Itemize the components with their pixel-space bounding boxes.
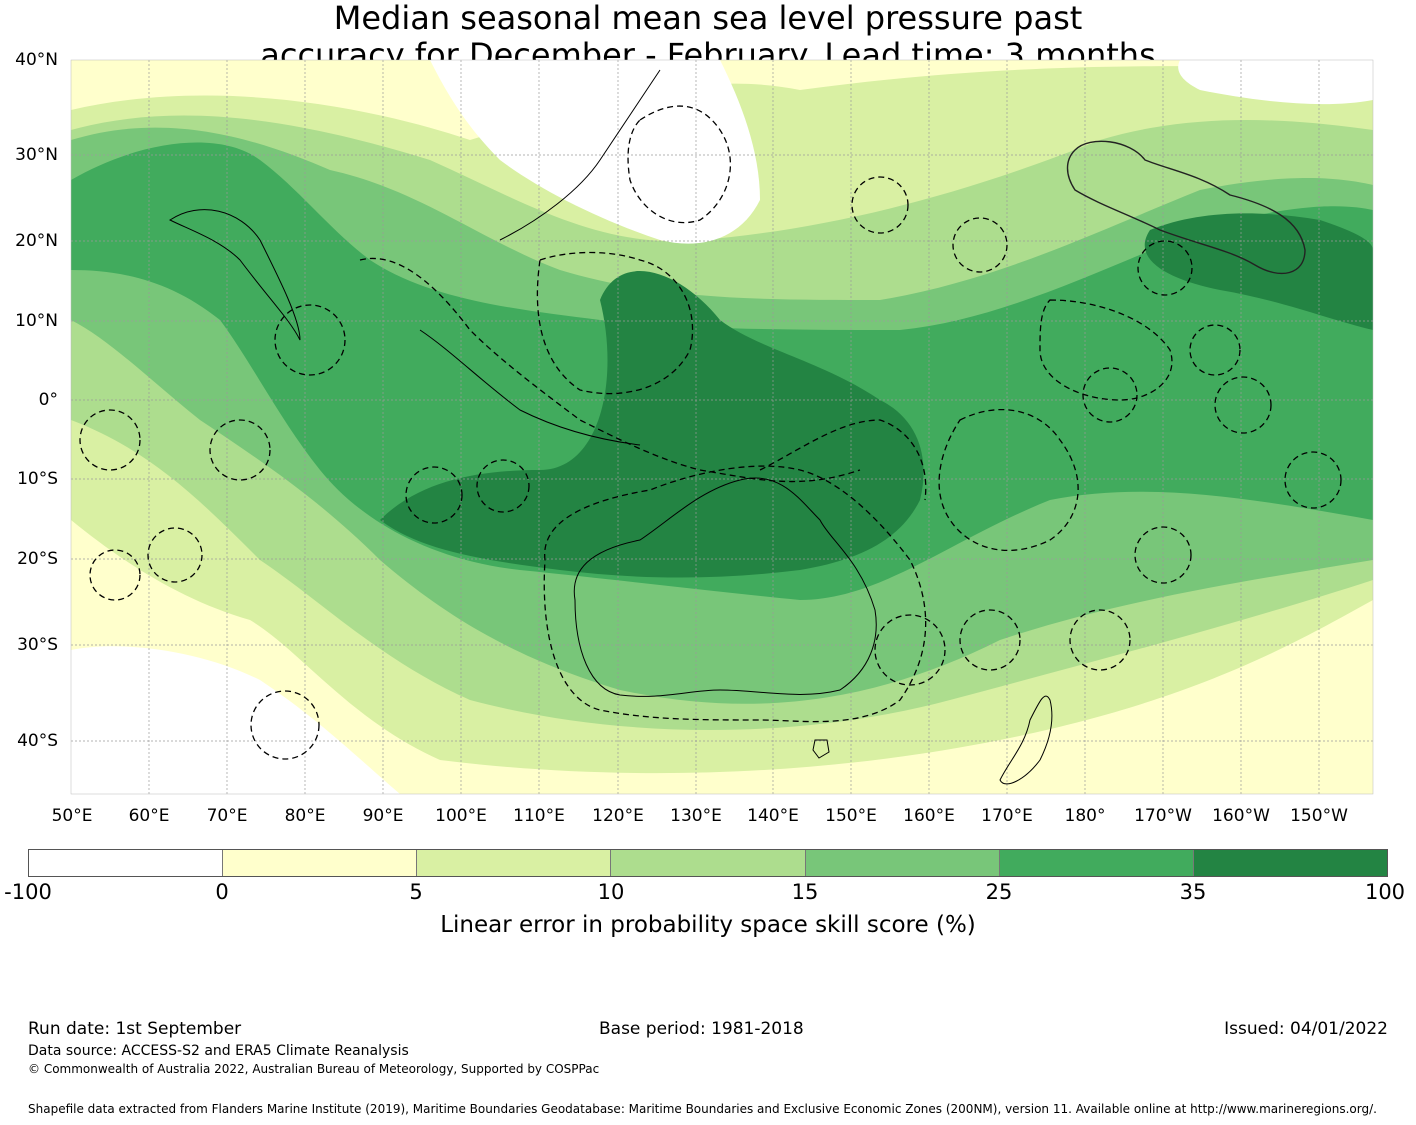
colorbar-segment-15-25 [805,850,1000,876]
lon-label-50e: 50°E [51,806,93,826]
lat-label-40s: 40°S [17,731,58,751]
lat-label-30n: 30°N [15,145,58,165]
eez-boundary-kiribati [1039,299,1173,401]
lon-label-160w: 160°W [1212,806,1270,826]
coastlines [169,69,1053,785]
shapefile-credit: Shapefile data extracted from Flanders M… [28,1102,1377,1116]
eez-boundary-south-china-sea [536,251,694,395]
eez-boundary [209,419,271,481]
colorbar-segment-5-10 [417,850,612,876]
colorbar-segment-neg100-0 [29,850,224,876]
lat-label-40n: 40°N [15,50,58,70]
issued-date: Issued: 04/01/2022 [1224,1019,1388,1039]
lon-label-80e: 80°E [284,806,326,826]
colorbar-segment-35-100 [1193,850,1387,876]
coastline-east-asia [499,69,661,241]
coastline-australia [573,477,877,697]
coastline-tasmania [812,739,830,759]
lon-label-70e: 70°E [206,806,248,826]
eez-boundary [79,409,141,471]
eez-boundary [1134,526,1192,584]
eez-boundary [274,304,346,376]
skill-band-negative-north-pacific [1178,60,1373,105]
eez-boundary-png [759,419,927,501]
coastline-india [169,209,301,341]
colorbar-tick: 0 [215,880,229,904]
eez-boundary-australia [543,465,927,723]
eez-boundary-hawaii [1066,140,1306,275]
map-title-line-1: Median seasonal mean sea level pressure … [333,0,1083,37]
coastline-maritime-se-asia [419,329,641,446]
lon-label-180: 180° [1064,806,1106,826]
eez-boundary [1137,240,1193,296]
colorbar-tick: -100 [4,880,52,904]
colorbar-tick: 10 [597,880,625,904]
colorbar-segment-0-5 [223,850,418,876]
skill-score-map [70,59,1374,795]
lon-label-150w: 150°W [1290,806,1348,826]
colorbar-tick: 5 [409,880,423,904]
colorbar-segment-25-35 [999,850,1194,876]
eez-boundary [1082,367,1138,423]
lon-label-110e: 110°E [513,806,565,826]
eez-boundary [1069,609,1131,671]
lon-label-170w: 170°W [1134,806,1192,826]
lat-label-30s: 30°S [17,635,58,655]
lon-label-140e: 140°E [747,806,799,826]
lat-label-20s: 20°S [17,549,58,569]
colorbar-segment-10-15 [611,850,806,876]
eez-boundary [476,459,530,513]
eez-boundary [89,549,141,601]
skill-band-negative-south-indian [71,646,400,794]
lon-label-100e: 100°E [435,806,487,826]
eez-boundary-indonesia [359,257,861,483]
eez-boundary [874,614,946,686]
colorbar-tick: 25 [985,880,1013,904]
skill-band-35-100-core [380,271,924,578]
eez-boundary [959,609,1021,671]
lat-label-equator: 0° [38,390,58,410]
eez-boundary-pacific-islands [938,408,1079,552]
eez-boundary [147,527,203,583]
eez-boundary [1284,451,1342,509]
run-date: Run date: 1st September [28,1019,242,1039]
eez-boundary [405,466,463,524]
lon-label-60e: 60°E [128,806,170,826]
colorbar [28,849,1388,877]
lon-label-160e: 160°E [903,806,955,826]
colorbar-tick: 15 [791,880,819,904]
colorbar-tick: 100 [1364,880,1406,904]
eez-boundary [250,690,320,760]
colorbar-label: Linear error in probability space skill … [440,912,976,938]
lon-label-150e: 150°E [825,806,877,826]
colorbar-tick: 35 [1179,880,1207,904]
eez-boundary [1189,324,1241,376]
lon-label-120e: 120°E [592,806,644,826]
data-source: Data source: ACCESS-S2 and ERA5 Climate … [28,1043,409,1059]
eez-boundary [952,217,1008,273]
eez-boundary [851,176,909,234]
lat-label-10s: 10°S [17,469,58,489]
lon-label-170e: 170°E [981,806,1033,826]
map-frame [70,59,1374,795]
eez-boundaries [79,105,1342,760]
copyright: © Commonwealth of Australia 2022, Austra… [28,1062,600,1076]
skill-band-35-100-pacific [1144,213,1373,330]
lat-label-20n: 20°N [15,231,58,251]
map-field [71,60,1373,794]
eez-boundary [1214,376,1272,434]
eez-boundary-japan [627,105,732,224]
lat-label-10n: 10°N [15,311,58,331]
base-period: Base period: 1981-2018 [599,1019,804,1039]
lon-label-90e: 90°E [362,806,404,826]
coastline-new-zealand [999,695,1053,785]
lon-label-130e: 130°E [670,806,722,826]
